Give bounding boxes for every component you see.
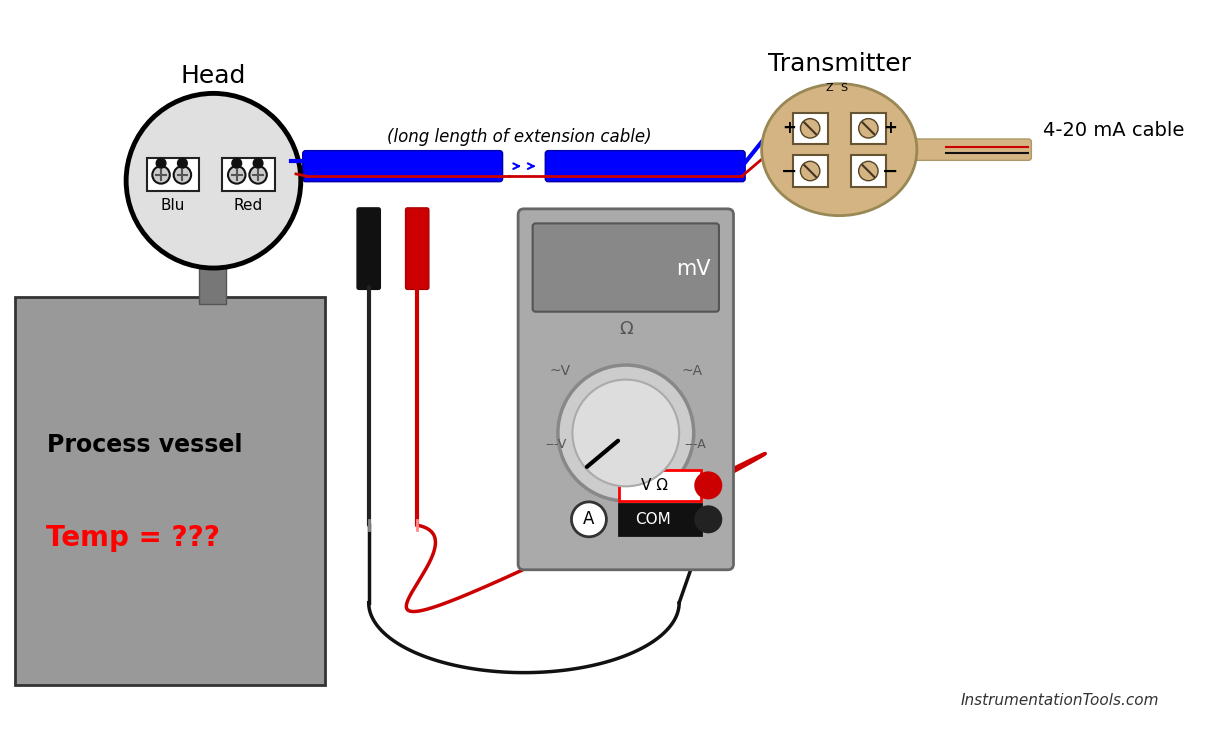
- Text: OFF: OFF: [612, 470, 639, 484]
- Text: Head: Head: [181, 64, 246, 88]
- Circle shape: [126, 93, 301, 268]
- FancyBboxPatch shape: [303, 150, 503, 182]
- Text: 4-20 mA cable: 4-20 mA cable: [1043, 121, 1184, 139]
- FancyBboxPatch shape: [533, 223, 719, 312]
- Circle shape: [571, 502, 606, 537]
- Circle shape: [573, 379, 679, 487]
- Text: Z: Z: [826, 84, 834, 93]
- Text: Transmitter: Transmitter: [768, 52, 911, 76]
- FancyBboxPatch shape: [146, 159, 199, 192]
- Circle shape: [152, 166, 170, 184]
- Text: S: S: [841, 84, 848, 93]
- Text: COM: COM: [635, 512, 670, 527]
- FancyBboxPatch shape: [910, 139, 1032, 160]
- Circle shape: [696, 473, 721, 498]
- Text: Ω: Ω: [618, 320, 633, 338]
- Text: A: A: [583, 510, 594, 528]
- FancyBboxPatch shape: [618, 470, 701, 501]
- Circle shape: [801, 161, 820, 181]
- Text: Process vessel: Process vessel: [47, 432, 243, 457]
- Circle shape: [174, 166, 191, 184]
- Text: Temp = ???: Temp = ???: [46, 524, 220, 552]
- Text: mV: mV: [676, 259, 712, 279]
- FancyBboxPatch shape: [358, 208, 381, 289]
- Circle shape: [696, 506, 721, 532]
- FancyBboxPatch shape: [792, 156, 827, 186]
- Circle shape: [232, 159, 242, 168]
- FancyBboxPatch shape: [792, 113, 827, 144]
- Bar: [14, 297, 325, 686]
- FancyBboxPatch shape: [850, 156, 885, 186]
- Text: −: −: [780, 161, 797, 181]
- FancyBboxPatch shape: [518, 209, 733, 570]
- Circle shape: [801, 119, 820, 138]
- Text: Red: Red: [234, 198, 263, 213]
- FancyBboxPatch shape: [545, 150, 745, 182]
- Text: InstrumentationTools.com: InstrumentationTools.com: [960, 693, 1160, 708]
- Circle shape: [249, 166, 267, 184]
- Circle shape: [558, 365, 693, 501]
- FancyBboxPatch shape: [222, 159, 274, 192]
- Text: (long length of extension cable): (long length of extension cable): [387, 128, 651, 146]
- Text: ---V: ---V: [545, 437, 567, 451]
- Circle shape: [228, 166, 245, 184]
- Ellipse shape: [761, 84, 917, 216]
- Circle shape: [859, 119, 878, 138]
- Text: −: −: [882, 161, 898, 181]
- Text: Blu: Blu: [161, 198, 185, 213]
- Text: +: +: [782, 120, 796, 137]
- Text: ~A: ~A: [681, 364, 702, 378]
- FancyBboxPatch shape: [618, 504, 701, 535]
- Text: +: +: [883, 120, 896, 137]
- FancyBboxPatch shape: [850, 113, 885, 144]
- Text: V Ω: V Ω: [641, 478, 668, 493]
- Circle shape: [859, 161, 878, 181]
- Circle shape: [254, 159, 263, 168]
- Text: ~V: ~V: [550, 364, 570, 378]
- Bar: [199, 255, 226, 304]
- FancyBboxPatch shape: [406, 208, 429, 289]
- Circle shape: [178, 159, 187, 168]
- Text: ---A: ---A: [685, 437, 707, 451]
- Circle shape: [156, 159, 165, 168]
